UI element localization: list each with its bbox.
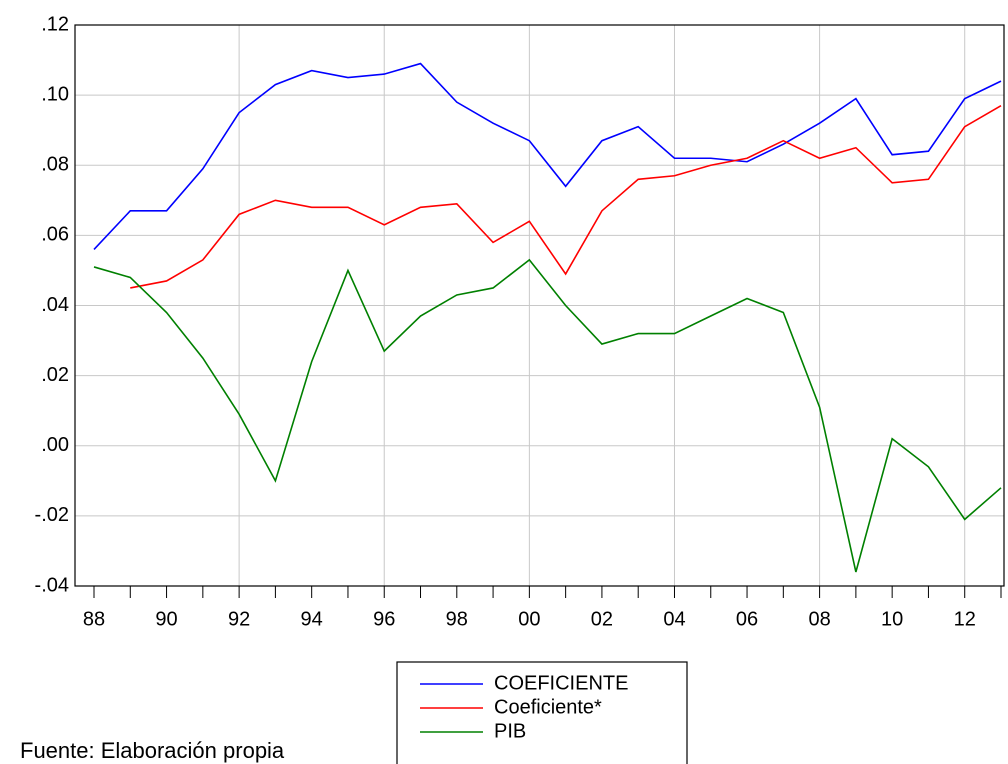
plot-frame: [74, 24, 1005, 587]
legend-box: [396, 661, 688, 764]
x-tick-label: 88: [83, 608, 105, 630]
series-line: [93, 62, 1002, 250]
x-tick-label: 90: [155, 608, 177, 630]
x-tick-label: 12: [954, 608, 976, 630]
legend-label: Coeficiente*: [494, 696, 602, 718]
x-tick-label: 92: [228, 608, 250, 630]
source-note: Fuente: Elaboración propia: [20, 738, 285, 763]
y-tick-label: .02: [41, 364, 69, 386]
x-tick-label: 94: [301, 608, 323, 630]
y-tick-label: .00: [41, 434, 69, 456]
y-tick-label: .06: [41, 224, 69, 246]
series-line: [130, 104, 1002, 289]
x-tick-label: 02: [591, 608, 613, 630]
y-tick-label: .04: [41, 294, 69, 316]
x-tick-label: 96: [373, 608, 395, 630]
legend-label: PIB: [494, 720, 526, 742]
y-tick-label: .08: [41, 154, 69, 176]
legend-label: COEFICIENTE: [494, 672, 628, 694]
y-tick-label: -.04: [35, 574, 69, 596]
x-tick-label: 06: [736, 608, 758, 630]
y-tick-label: .12: [41, 13, 69, 35]
x-tick-label: 10: [881, 608, 903, 630]
x-tick-label: 08: [808, 608, 830, 630]
x-tick-label: 98: [446, 608, 468, 630]
y-tick-label: .10: [41, 83, 69, 105]
y-tick-label: -.02: [35, 504, 69, 526]
x-tick-label: 04: [663, 608, 685, 630]
series-line: [93, 258, 1002, 573]
x-tick-label: 00: [518, 608, 540, 630]
